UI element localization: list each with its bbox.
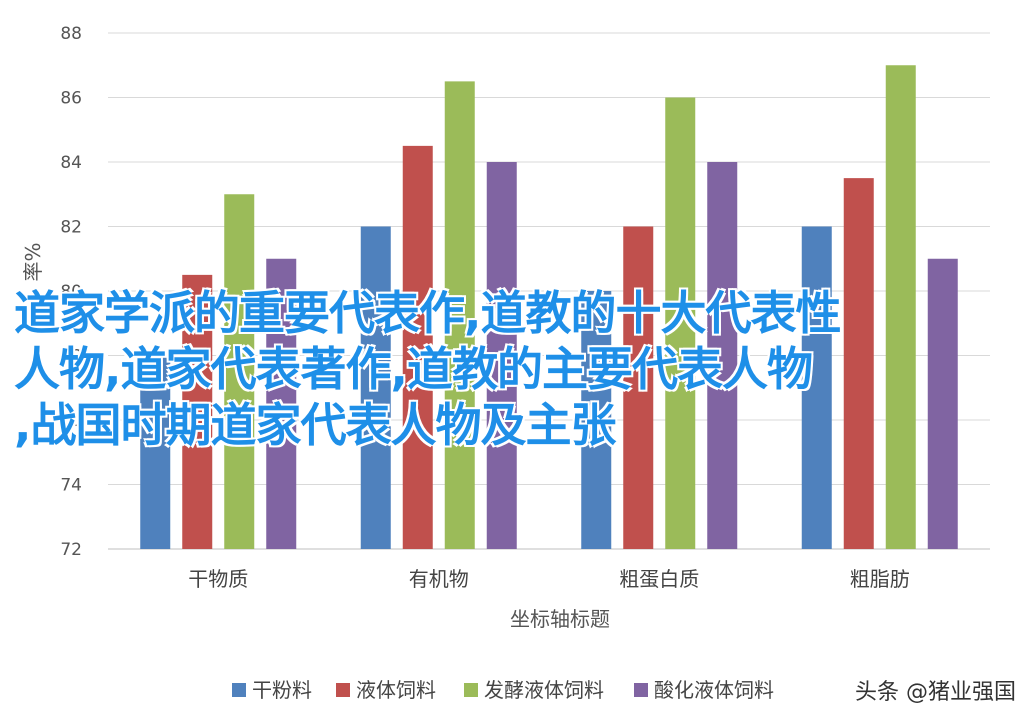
overlay-headline: 道家学派的重要代表作,道教的十大代表性 人物,道家代表著作,道教的主要代表人物 … — [14, 285, 1014, 453]
y-tick-label: 86 — [60, 89, 82, 109]
y-tick-label: 80 — [60, 282, 82, 302]
legend: 干粉料 液体饲料 发酵液体饲料 酸化液体饲料 — [232, 678, 774, 702]
y-tick-label: 82 — [60, 218, 82, 238]
bar — [402, 145, 433, 549]
x-tick-label: 干物质 — [188, 567, 248, 591]
legend-label: 发酵液体饲料 — [484, 678, 604, 702]
bar — [360, 226, 391, 549]
bar — [182, 274, 213, 549]
bar — [581, 291, 612, 549]
bar — [266, 258, 297, 549]
legend-swatch — [232, 683, 246, 697]
legend-label: 酸化液体饲料 — [654, 678, 774, 702]
category-labels: 干物质 有机物 粗蛋白质 粗脂肪 — [188, 567, 910, 591]
bar — [665, 97, 696, 549]
bar — [843, 178, 874, 549]
bar — [444, 81, 475, 549]
legend-swatch — [464, 683, 478, 697]
x-tick-label: 粗脂肪 — [850, 567, 910, 591]
bar — [140, 355, 171, 549]
overlay-line-1: 道家学派的重要代表作,道教的十大代表性 — [14, 286, 841, 340]
legend-label: 液体饲料 — [356, 678, 436, 702]
legend-label: 干粉料 — [252, 678, 312, 702]
bar — [623, 226, 654, 549]
bar — [801, 226, 832, 549]
y-tick-label: 74 — [60, 476, 82, 496]
x-axis-title: 坐标轴标题 — [510, 607, 610, 631]
overlay-line-3: ,战国时期道家代表人物及主张 — [14, 398, 616, 452]
gridlines — [108, 32, 990, 550]
y-tick-label: 88 — [60, 24, 82, 44]
y-axis-title: 率% — [21, 242, 45, 281]
y-tick-label: 84 — [60, 153, 82, 173]
y-tick-label: 78 — [60, 347, 82, 367]
x-tick-label: 粗蛋白质 — [619, 567, 699, 591]
overlay-line-2: 人物,道家代表著作,道教的主要代表人物 — [14, 342, 813, 396]
y-tick-labels: 72 74 76 78 80 82 84 86 88 — [60, 24, 82, 560]
watermark: 头条 @猪业强国 — [855, 680, 1016, 705]
y-tick-label: 76 — [60, 411, 82, 431]
x-tick-label: 有机物 — [409, 567, 469, 591]
bar — [927, 258, 958, 549]
bar — [224, 194, 255, 549]
bar — [486, 162, 517, 549]
bar — [707, 162, 738, 549]
legend-swatch — [336, 683, 350, 697]
bars — [140, 65, 958, 549]
bar — [885, 65, 916, 549]
legend-swatch — [634, 683, 648, 697]
y-tick-label: 72 — [60, 540, 82, 560]
